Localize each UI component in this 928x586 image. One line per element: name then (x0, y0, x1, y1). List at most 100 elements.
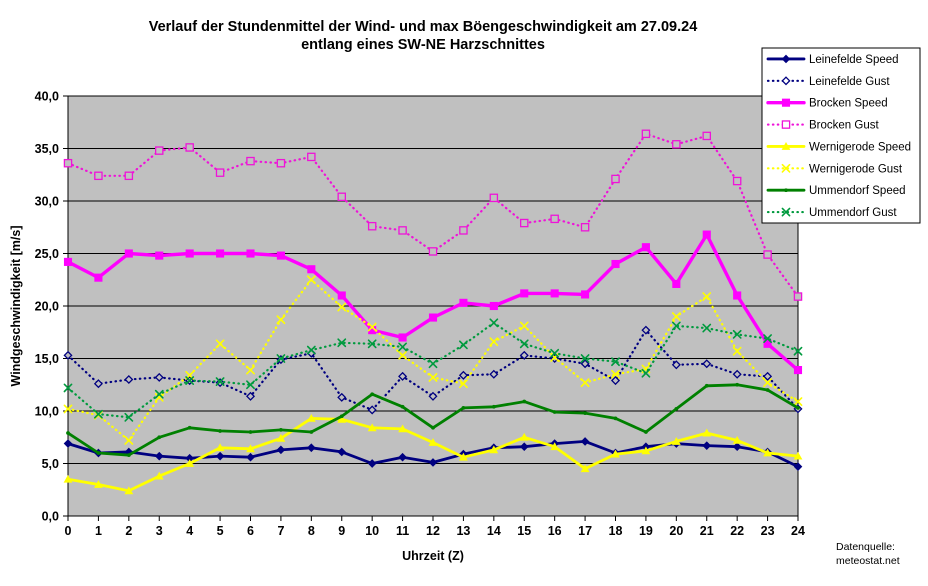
marker-diamond-open (519, 350, 529, 360)
marker-x (94, 409, 103, 419)
marker-square (611, 259, 620, 269)
marker-dot (66, 431, 70, 435)
x-tick-label: 13 (456, 524, 470, 538)
series-brocken-speed (63, 230, 803, 375)
marker-dot (400, 404, 405, 409)
marker-triangle (398, 424, 407, 433)
marker-x (154, 392, 164, 402)
marker-diamond (398, 452, 407, 462)
marker-diamond-open (732, 369, 742, 379)
marker-square (459, 298, 468, 307)
legend-item-brocken-speed: Brocken Speed (766, 98, 888, 110)
marker-x (154, 389, 164, 399)
marker-x (337, 338, 347, 348)
marker-diamond-open (489, 369, 499, 379)
y-tick-label: 15,0 (35, 352, 59, 366)
marker-square (337, 291, 346, 300)
y-tick-label: 35,0 (35, 142, 59, 156)
y-tick-label: 40,0 (35, 90, 59, 104)
series-ummendorf-speed (66, 382, 800, 457)
marker-square-open (702, 131, 712, 141)
marker-square (63, 257, 73, 266)
marker-square (94, 273, 103, 282)
y-tick-label: 20,0 (35, 300, 59, 314)
marker-dot (157, 435, 162, 440)
marker-x (763, 378, 772, 388)
marker-triangle (246, 444, 255, 453)
marker-dot (279, 428, 283, 432)
legend-label: Leinefelde Speed (809, 54, 899, 66)
marker-square-open (672, 140, 681, 149)
x-tick-label: 20 (669, 524, 683, 538)
marker-x (732, 329, 742, 339)
marker-dot (674, 407, 679, 411)
marker-square-open (611, 174, 620, 184)
marker-x (367, 339, 377, 349)
legend-item-leinefelde-speed: Leinefelde Speed (766, 54, 899, 66)
marker-diamond (580, 437, 590, 446)
marker-square (124, 249, 133, 258)
marker-square-open (367, 221, 377, 231)
marker-square (246, 249, 255, 258)
marker-diamond-open (610, 376, 621, 386)
marker-triangle (215, 443, 225, 452)
legend-label: Leinefelde Gust (809, 76, 890, 88)
marker-square (155, 251, 164, 260)
marker-diamond-open (245, 391, 256, 401)
marker-triangle (124, 486, 134, 495)
legend-label: Brocken Speed (809, 98, 888, 110)
marker-square (276, 251, 285, 260)
marker-x (459, 340, 468, 350)
marker-triangle (702, 428, 712, 437)
marker-x (611, 369, 620, 379)
marker-square (781, 98, 791, 107)
marker-diamond-open (337, 392, 347, 402)
marker-triangle (337, 415, 347, 423)
x-tick-label: 2 (125, 524, 132, 538)
marker-diamond-open (763, 371, 773, 381)
marker-square-open (732, 176, 742, 186)
series-ummendorf-gust (63, 318, 803, 422)
marker-diamond (215, 451, 225, 461)
marker-diamond (154, 451, 164, 461)
marker-dot (552, 410, 557, 414)
marker-square-open (641, 129, 651, 139)
marker-square-open (781, 120, 791, 129)
marker-square (641, 243, 650, 252)
marker-dot (126, 453, 131, 457)
marker-x (63, 383, 73, 393)
marker-square-open (520, 218, 529, 228)
series-wernigerode-speed (63, 413, 803, 495)
marker-diamond-open (702, 359, 712, 369)
y-tick-label: 25,0 (35, 247, 59, 261)
marker-triangle (306, 413, 316, 422)
marker-diamond-open (398, 371, 408, 381)
marker-diamond (702, 441, 712, 450)
marker-diamond-open (124, 374, 134, 385)
legend-label: Ummendorf Speed (809, 185, 906, 197)
marker-square-open (580, 222, 590, 232)
marker-dot (431, 425, 435, 430)
legend-item-ummendorf-speed: Ummendorf Speed (766, 185, 906, 197)
marker-square (550, 289, 559, 298)
marker-diamond (63, 439, 73, 448)
marker-triangle (732, 436, 742, 444)
marker-x (428, 359, 438, 369)
marker-dot (187, 425, 192, 430)
marker-triangle (580, 464, 590, 473)
marker-x (489, 337, 499, 347)
chart-title-line2: entlang eines SW-NE Harzschnittes (301, 37, 545, 53)
marker-x (611, 357, 620, 367)
marker-triangle (763, 448, 772, 457)
x-tick-label: 14 (487, 524, 501, 538)
marker-triangle (489, 445, 499, 454)
marker-x (550, 348, 560, 358)
marker-square-open (337, 192, 346, 202)
marker-dot (583, 411, 587, 415)
marker-diamond (276, 445, 286, 455)
x-tick-label: 3 (156, 524, 163, 538)
marker-dot (218, 429, 222, 433)
marker-dot (339, 414, 344, 419)
marker-triangle (185, 459, 195, 467)
